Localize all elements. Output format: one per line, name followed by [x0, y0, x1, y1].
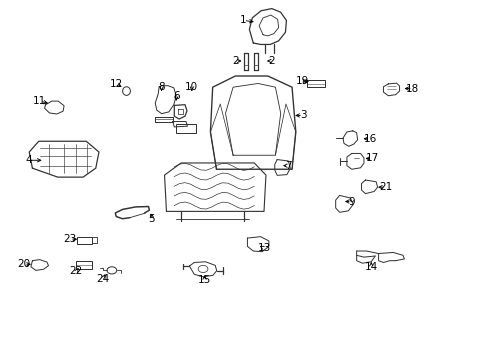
Text: 3: 3 — [299, 111, 305, 121]
Text: 4: 4 — [25, 155, 32, 165]
Text: 1: 1 — [240, 15, 246, 26]
Bar — [306, 80, 325, 87]
Text: 16: 16 — [363, 134, 376, 144]
Text: 21: 21 — [379, 182, 392, 192]
Text: 5: 5 — [148, 215, 155, 224]
Text: 19: 19 — [295, 76, 308, 86]
Bar — [76, 261, 92, 269]
Text: 22: 22 — [69, 266, 83, 276]
Text: 12: 12 — [110, 79, 123, 89]
Bar — [176, 125, 195, 134]
Text: 6: 6 — [173, 91, 179, 101]
Text: 2: 2 — [232, 56, 239, 66]
Text: 18: 18 — [405, 84, 419, 94]
Text: 15: 15 — [198, 275, 211, 285]
Text: 23: 23 — [63, 234, 77, 244]
Text: 7: 7 — [285, 161, 291, 171]
Text: 10: 10 — [185, 82, 198, 92]
Text: 20: 20 — [18, 259, 31, 269]
Text: 14: 14 — [364, 262, 377, 272]
Text: 24: 24 — [96, 274, 109, 284]
Text: 2: 2 — [268, 56, 275, 66]
Text: 8: 8 — [158, 82, 164, 92]
Bar — [77, 237, 92, 244]
Text: 13: 13 — [257, 243, 270, 253]
Text: 11: 11 — [33, 96, 46, 106]
Text: 9: 9 — [348, 197, 354, 207]
Text: 17: 17 — [365, 153, 378, 163]
